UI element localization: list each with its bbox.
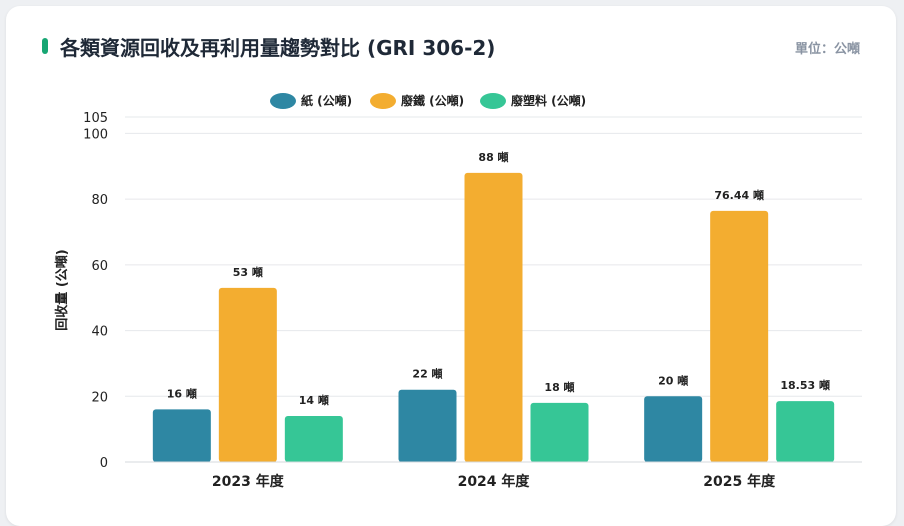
data-label: 14 噸 xyxy=(299,393,329,407)
bar xyxy=(218,287,277,462)
y-tick-label: 40 xyxy=(91,325,108,340)
bar xyxy=(152,409,211,462)
data-label: 18.53 噸 xyxy=(780,378,830,392)
bar xyxy=(464,172,523,462)
data-label: 16 噸 xyxy=(167,386,197,400)
data-label: 76.44 噸 xyxy=(714,188,764,202)
x-tick-label: 2025 年度 xyxy=(703,473,776,490)
y-tick-label: 20 xyxy=(91,390,108,405)
bar xyxy=(530,402,589,462)
chart-title: 各類資源回收及再利用量趨勢對比 (GRI 306-2) xyxy=(60,36,496,60)
y-tick-label: 0 xyxy=(100,456,108,471)
bar xyxy=(776,401,835,462)
legend: 紙 (公噸) 廢鐵 (公噸) 廢塑料 (公噸) xyxy=(270,93,586,109)
bar xyxy=(710,210,769,462)
x-tick-label: 2023 年度 xyxy=(212,473,285,490)
y-tick-label: 80 xyxy=(91,193,108,208)
data-label: 88 噸 xyxy=(478,150,508,164)
legend-swatch xyxy=(480,93,506,109)
legend-label: 廢鐵 (公噸) xyxy=(401,93,464,108)
data-label: 22 噸 xyxy=(412,367,442,381)
y-tick-label: 60 xyxy=(91,259,108,274)
y-tick-label: 100 xyxy=(83,127,108,142)
legend-item[interactable]: 紙 (公噸) xyxy=(270,93,352,109)
bar xyxy=(644,396,703,462)
y-tick-label: 105 xyxy=(83,111,108,126)
legend-label: 廢塑料 (公噸) xyxy=(511,93,586,108)
bar xyxy=(398,389,457,462)
data-label: 20 噸 xyxy=(658,373,688,387)
title-accent-bar xyxy=(42,38,48,54)
legend-item[interactable]: 廢鐵 (公噸) xyxy=(370,93,464,109)
legend-swatch xyxy=(270,93,296,109)
legend-item[interactable]: 廢塑料 (公噸) xyxy=(480,93,586,109)
bar-chart: 紙 (公噸) 廢鐵 (公噸) 廢塑料 (公噸) 16 噸 53 噸 14 噸 22 噸 88… xyxy=(54,93,862,490)
data-labels-layer: 16 噸 53 噸 14 噸 22 噸 88 噸 18 噸 20 噸 76.44 噸 18.53… xyxy=(167,150,830,407)
unit-label: 單位：公噸 xyxy=(794,42,860,57)
legend-label: 紙 (公噸) xyxy=(301,93,352,108)
x-tick-label: 2024 年度 xyxy=(458,473,531,490)
bar xyxy=(284,416,343,462)
bars-layer xyxy=(152,172,835,462)
y-axis-label: 回收量 (公噸) xyxy=(54,249,70,330)
data-label: 18 噸 xyxy=(544,380,574,394)
legend-swatch xyxy=(370,93,396,109)
data-label: 53 噸 xyxy=(233,265,263,279)
